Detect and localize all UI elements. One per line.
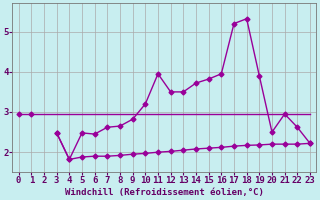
X-axis label: Windchill (Refroidissement éolien,°C): Windchill (Refroidissement éolien,°C)	[65, 188, 264, 197]
